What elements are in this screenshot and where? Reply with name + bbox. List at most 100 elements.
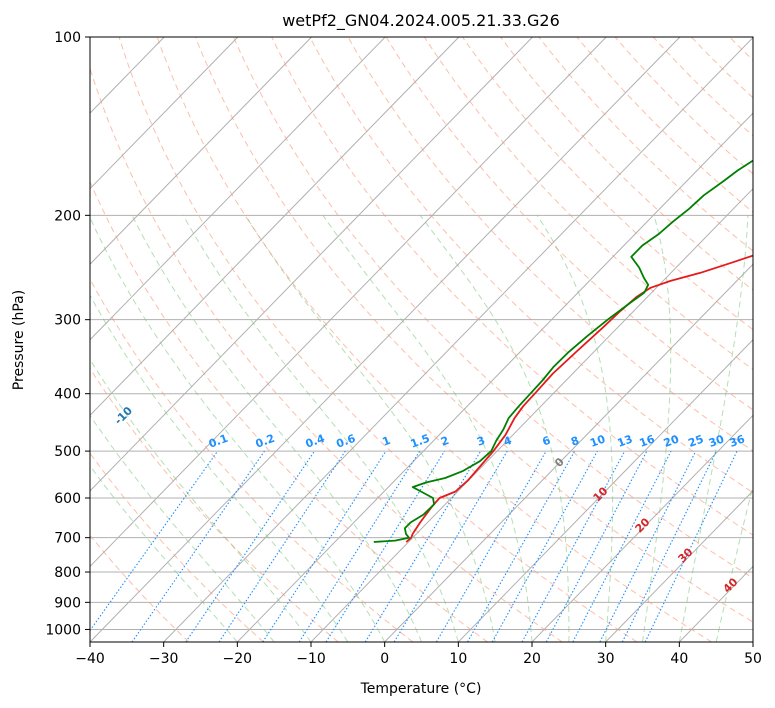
dry-adiabat-line <box>90 367 339 642</box>
dry-adiabat-line <box>90 534 190 642</box>
dry-adiabat-line <box>614 37 753 175</box>
mixing-ratio-line <box>393 450 508 642</box>
moist-adiabat-label: 20 <box>633 515 653 535</box>
x-tick-label: 20 <box>523 651 541 667</box>
dry-adiabat-label: -20 <box>29 364 52 387</box>
mixing-ratio-label: 36 <box>728 432 747 450</box>
mixing-ratio-label: 1.5 <box>409 432 432 451</box>
mixing-ratio-line <box>599 450 697 642</box>
moist-adiabat-label: 10 <box>591 484 611 504</box>
dry-adiabat-line <box>347 37 753 452</box>
moist-adiabat-line <box>678 215 749 642</box>
y-axis-ticks: 100 200 300 400 500 600 700 800 900 1000 <box>45 30 90 638</box>
moist-adiabat-line <box>90 216 386 642</box>
moist-adiabat-line <box>642 215 672 642</box>
mixing-ratio-label: 2 <box>439 434 451 449</box>
mixing-ratio-label: 20 <box>662 432 681 450</box>
dry-adiabat-line <box>385 37 753 411</box>
dry-adiabat-label: -10 <box>112 404 135 427</box>
x-tick-label: 0 <box>380 651 389 667</box>
mixing-ratio-lines <box>90 450 738 642</box>
mixing-ratio-label: 1 <box>381 434 393 449</box>
isotherm-line <box>605 490 753 642</box>
mixing-ratio-label: 6 <box>541 434 553 449</box>
dry-adiabat-line <box>156 37 712 642</box>
dry-adiabat-line <box>90 66 563 642</box>
mixing-ratio-line <box>185 450 315 642</box>
moist-adiabat-line <box>536 215 614 642</box>
mixing-ratio-line <box>545 450 648 642</box>
dry-adiabat-line <box>500 37 753 291</box>
x-axis-ticks: −40 −30 −20 −10 0 10 20 30 40 50 <box>75 642 762 667</box>
plot-frame <box>89 36 754 643</box>
y-tick-label: 1000 <box>45 622 81 638</box>
moist-adiabat-line <box>322 215 533 642</box>
mixing-ratio-line <box>491 450 598 642</box>
mixing-ratio-label: 0.6 <box>334 432 357 451</box>
isotherm-line <box>90 37 312 265</box>
mixing-ratio-line <box>131 450 265 642</box>
mixing-ratio-line <box>262 450 387 642</box>
mixing-ratio-line <box>644 450 738 642</box>
moist-adiabat-label: 40 <box>721 575 741 595</box>
y-tick-label: 200 <box>54 208 81 224</box>
y-tick-label: 500 <box>54 444 81 460</box>
mixing-ratio-line <box>364 450 482 642</box>
isotherm-line <box>90 37 239 190</box>
mixing-ratio-line <box>325 450 445 642</box>
x-tick-label: 10 <box>449 651 467 667</box>
mixing-ratio-line <box>572 450 672 642</box>
dry-adiabats <box>90 37 753 642</box>
x-tick-label: −10 <box>296 651 326 667</box>
mixing-ratio-label: 4 <box>502 434 514 449</box>
dry-adiabat-line <box>271 37 753 536</box>
moist-adiabat-line <box>90 358 312 642</box>
mixing-ratio-label: 16 <box>638 432 657 450</box>
x-tick-label: −20 <box>223 651 253 667</box>
dry-adiabat-line <box>90 452 264 642</box>
mixing-ratio-line <box>621 450 717 642</box>
moist-adiabat-line <box>90 414 275 642</box>
dry-adiabat-line <box>118 37 638 642</box>
y-tick-label: 700 <box>54 531 81 547</box>
plot-area: -100-90-80-70-60-50-40-30-20-100.10.20.4… <box>29 37 753 642</box>
y-tick-label: 600 <box>54 491 81 507</box>
moist-adiabat-line <box>90 465 238 642</box>
moist-adiabat-line <box>90 294 349 642</box>
dry-adiabat-line <box>691 37 753 99</box>
isotherm-line <box>531 414 753 642</box>
dry-adiabat-line <box>309 37 753 494</box>
mixing-ratio-line <box>298 450 421 642</box>
x-axis-label: Temperature (°C) <box>360 681 482 697</box>
dry-adiabat-line <box>729 37 753 61</box>
isotherm-line <box>90 37 460 417</box>
moist-adiabat-line <box>245 215 496 642</box>
y-tick-label: 300 <box>54 313 81 329</box>
dry-adiabat-line <box>233 37 753 579</box>
moist-adiabat-line <box>419 215 570 642</box>
x-tick-label: 30 <box>597 651 615 667</box>
y-tick-label: 900 <box>54 595 81 611</box>
dry-adiabat-line <box>462 37 753 331</box>
mixing-ratio-label: 25 <box>687 432 706 449</box>
mixing-ratio-label: 13 <box>616 433 635 450</box>
isotherm-line <box>236 112 753 642</box>
mixing-ratio-line <box>90 450 219 632</box>
mixing-ratio-label: 8 <box>569 434 581 449</box>
dry-adiabat-line <box>423 37 753 371</box>
dry-adiabat-line <box>90 278 414 642</box>
dry-adiabat-line <box>652 37 753 137</box>
dewpoint-profile-line <box>373 159 753 543</box>
mixing-ratio-label: 30 <box>707 432 726 450</box>
moist-adiabats <box>90 215 753 642</box>
mixing-ratio-label: 0.1 <box>207 432 230 451</box>
isotherm-line <box>90 37 533 492</box>
y-axis-label: Pressure (hPa) <box>11 290 27 390</box>
isotherm-line <box>457 339 753 642</box>
y-tick-label: 400 <box>54 387 81 403</box>
isotherm-line <box>90 37 386 341</box>
moist-adiabat-label: 30 <box>676 545 696 565</box>
x-tick-label: 50 <box>744 651 762 667</box>
isotherm-line <box>384 263 753 642</box>
